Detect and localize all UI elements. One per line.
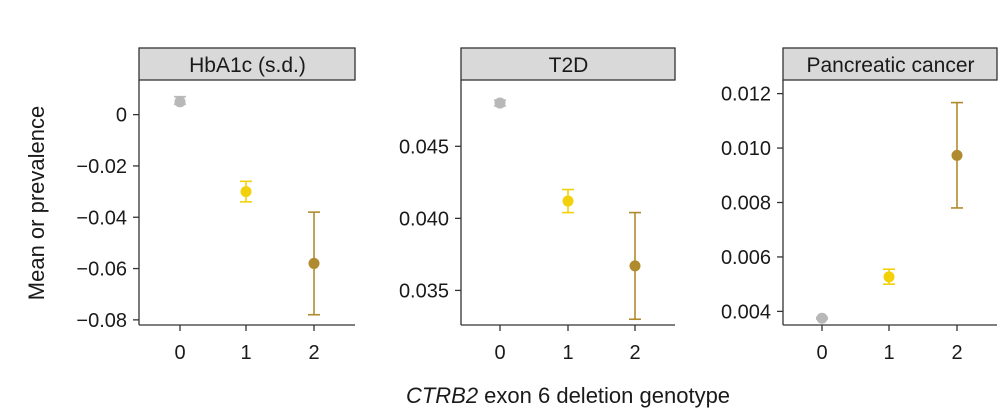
- y-tick-label: 0.010: [721, 138, 771, 160]
- y-tick-label: 0.008: [721, 193, 771, 215]
- y-tick-label: −0.08: [76, 310, 127, 332]
- y-tick-label: 0.045: [399, 136, 449, 158]
- data-point: [562, 195, 574, 207]
- panel-title: T2D: [549, 54, 589, 77]
- panel-title: HbA1c (s.d.): [189, 54, 306, 77]
- panel-2: Pancreatic cancer 0.012 0.010 0.008 0.006 0.0…: [721, 47, 998, 364]
- x-tick-label: 2: [308, 342, 319, 364]
- data-point: [629, 260, 641, 272]
- y-tick-label: 0: [116, 105, 127, 127]
- y-tick-label: −0.04: [76, 207, 127, 229]
- data-point: [174, 96, 186, 108]
- panel-1: T2D 0.045 0.040 0.035 0 1 2: [399, 47, 676, 364]
- data-point: [816, 312, 828, 324]
- x-tick-label: 2: [629, 342, 640, 364]
- x-tick-label: 0: [816, 342, 827, 364]
- y-tick-label: −0.02: [76, 156, 127, 178]
- x-tick-label: 2: [951, 342, 962, 364]
- x-tick-label: 1: [883, 342, 894, 364]
- y-tick-label: 0.004: [721, 301, 771, 323]
- x-tick-label: 0: [174, 342, 185, 364]
- x-axis-title-gene: CTRB2: [406, 383, 478, 408]
- panel-0: HbA1c (s.d.) 0 −0.02 −0.04 −0.06 −0.08 0 1 2: [76, 47, 356, 364]
- y-tick-label: 0.035: [399, 280, 449, 302]
- data-point: [494, 97, 506, 109]
- y-tick-label: 0.012: [721, 84, 771, 106]
- data-point: [951, 149, 963, 161]
- x-axis-title: CTRB2 exon 6 deletion genotype: [406, 383, 730, 408]
- x-axis-title-rest: exon 6 deletion genotype: [478, 383, 730, 408]
- y-tick-label: 0.040: [399, 208, 449, 230]
- panel-strip: [138, 47, 356, 81]
- data-point: [240, 186, 252, 198]
- y-tick-label: 0.006: [721, 247, 771, 269]
- panel-title: Pancreatic cancer: [806, 54, 974, 77]
- panel-strip: [460, 47, 676, 81]
- data-point: [883, 271, 895, 283]
- y-tick-label: −0.06: [76, 259, 127, 281]
- x-tick-label: 1: [562, 342, 573, 364]
- x-tick-label: 0: [494, 342, 505, 364]
- data-point: [308, 257, 320, 269]
- y-axis-title: Mean or prevalence: [24, 106, 49, 300]
- x-tick-label: 1: [240, 342, 251, 364]
- panel-strip: [782, 47, 998, 81]
